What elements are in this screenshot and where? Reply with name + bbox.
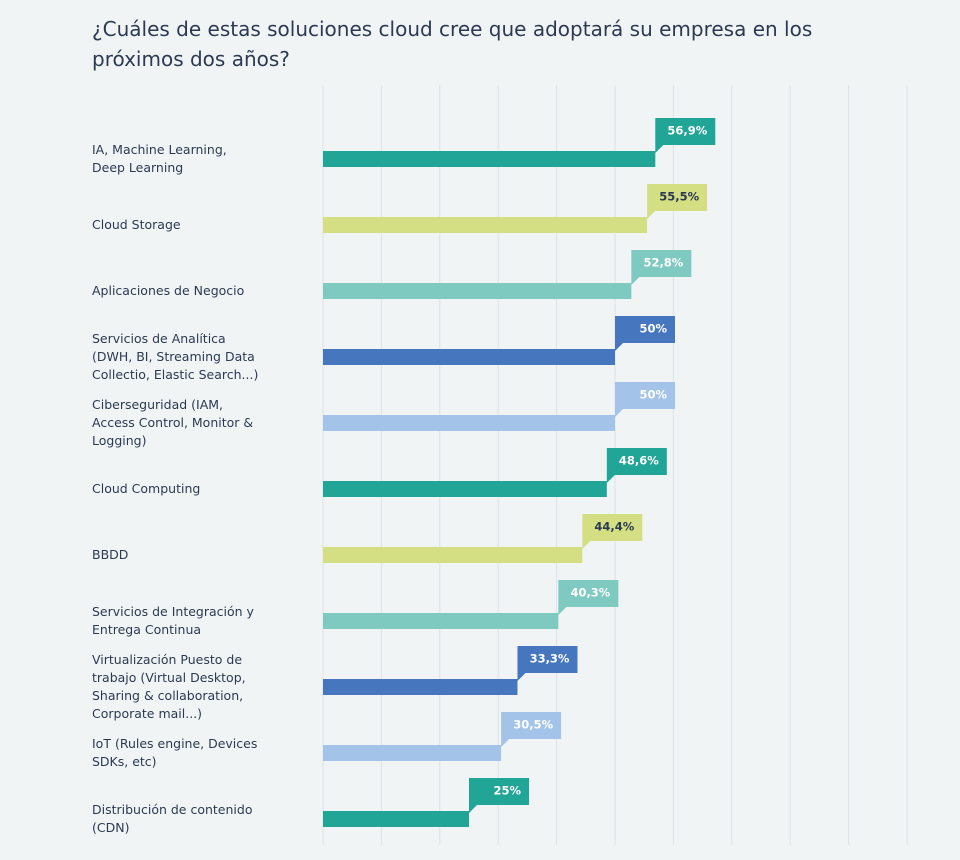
bar [323, 349, 615, 365]
value-label-box [558, 580, 619, 607]
category-label: IA, Machine Learning, Deep Learning [92, 142, 227, 175]
value-label: 55,5% [659, 190, 699, 204]
value-label-pointer [655, 145, 664, 153]
value-label-pointer [582, 541, 591, 549]
bar [323, 745, 502, 761]
value-label: 33,3% [530, 652, 570, 666]
value-label-pointer [615, 409, 623, 417]
bar [323, 151, 656, 167]
category-label: Cloud Computing [92, 481, 201, 496]
category-label: Distribución de contenido (CDN) [92, 802, 253, 835]
value-label-box [615, 316, 675, 343]
value-label: 50% [639, 388, 667, 402]
value-label: 25% [493, 784, 521, 798]
value-label: 44,4% [594, 520, 634, 534]
category-label: Ciberseguridad (IAM, Access Control, Mon… [92, 397, 254, 448]
category-label: Servicios de Analítica (DWH, BI, Streami… [92, 331, 259, 382]
value-label: 52,8% [643, 256, 683, 270]
chart-title: ¿Cuáles de estas soluciones cloud cree q… [92, 17, 813, 71]
value-label-box [501, 712, 562, 739]
value-label-box [582, 514, 643, 541]
value-label: 30,5% [513, 718, 553, 732]
value-label-pointer [469, 805, 477, 813]
value-label-box [517, 646, 578, 673]
value-label: 50% [639, 322, 667, 336]
bar [323, 811, 469, 827]
value-label-box [469, 778, 529, 805]
category-label: Servicios de Integración y Entrega Conti… [92, 604, 254, 637]
value-label-pointer [501, 739, 510, 747]
value-label-box [647, 184, 708, 211]
category-label: BBDD [92, 547, 129, 562]
category-label: Virtualización Puesto de trabajo (Virtua… [92, 652, 246, 721]
value-label-pointer [558, 607, 567, 615]
category-label: IoT (Rules engine, Devices SDKs, etc) [92, 736, 258, 769]
value-label: 48,6% [619, 454, 659, 468]
value-label-pointer [631, 277, 640, 285]
bar [323, 547, 583, 563]
bar [323, 283, 632, 299]
bar [323, 481, 607, 497]
value-label-pointer [517, 673, 526, 681]
value-label-box [615, 382, 675, 409]
value-label-pointer [615, 343, 623, 351]
bar [323, 415, 615, 431]
value-label: 56,9% [667, 124, 707, 138]
value-label-pointer [647, 211, 656, 219]
category-label: Aplicaciones de Negocio [92, 283, 245, 298]
value-label-pointer [606, 475, 615, 483]
bar [323, 217, 648, 233]
category-label: Cloud Storage [92, 217, 181, 232]
value-label-box [655, 118, 716, 145]
value-label-box [606, 448, 667, 475]
value-label: 40,3% [570, 586, 610, 600]
bar [323, 613, 559, 629]
value-label-box [631, 250, 692, 277]
bar [323, 679, 518, 695]
